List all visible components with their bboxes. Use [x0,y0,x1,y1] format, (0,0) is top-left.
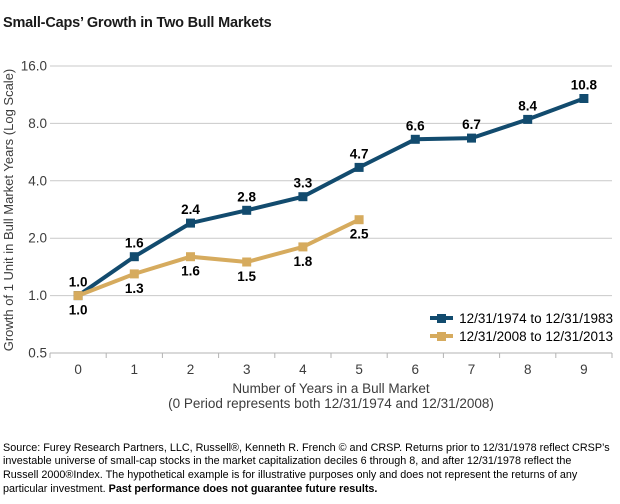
y-axis-title: Growth of 1 Unit in Bull Market Years (L… [1,69,16,352]
chart-title: Small-Caps’ Growth in Two Bull Markets [3,15,272,31]
data-point-label: 1.3 [125,281,144,296]
footnote-line: Source: Furey Research Partners, LLC, Ru… [3,441,610,454]
data-point-label: 2.5 [350,227,369,242]
data-point-label: 6.7 [462,117,481,132]
legend-label-1974-1983: 12/31/1974 to 12/31/1983 [459,310,613,326]
x-tick-label: 4 [299,362,307,377]
data-point-marker [242,205,252,215]
data-point-marker [298,242,308,252]
footnote-disclaimer-bold: Past performance does not guarantee futu… [108,482,378,495]
y-tick-label: 4.0 [28,173,47,188]
x-tick-label: 1 [131,362,139,377]
data-point-label: 10.8 [571,78,598,93]
navy-line-marker-icon [430,313,454,323]
y-tick-label: 1.0 [28,288,47,303]
legend-item-1974-1983: 12/31/1974 to 12/31/1983 [430,309,613,327]
line-chart: 16.0 8.0 4.0 2.0 1.0 0.5 0 1 2 3 4 5 6 7 8 9 1.0 1.6 2.4 2.… [1,59,613,377]
footnote-line: Russell 2000®Index. The hypothetical exa… [3,468,578,481]
data-point-label: 6.6 [406,118,425,133]
data-point-marker [354,215,364,225]
legend-item-2008-2013: 12/31/2008 to 12/31/2013 [430,327,613,345]
x-axis-title-line2: (0 Period represents both 12/31/1974 and… [168,396,494,411]
legend-label-2008-2013: 12/31/2008 to 12/31/2013 [459,328,613,344]
x-tick-label: 8 [524,362,532,377]
footnote-line4-regular: particular investment. [3,482,109,495]
x-tick-label: 6 [412,362,420,377]
data-point-marker [298,192,308,202]
data-point-label: 8.4 [518,98,537,113]
footnote-line: particular investment. Past performance … [3,483,618,497]
data-point-label: 1.5 [237,269,256,284]
source-footnote: Source: Furey Research Partners, LLC, Ru… [3,442,618,496]
data-point-label: 1.8 [294,254,313,269]
data-point-marker [73,291,83,301]
series-line [77,217,360,298]
y-tick-label: 16.0 [21,59,47,74]
data-point-label: 1.6 [181,264,200,279]
x-tick-label: 5 [355,362,363,377]
data-point-marker [467,133,476,143]
data-point-marker [186,252,195,262]
data-point-label: 1.0 [69,275,88,290]
x-tick-label: 2 [187,362,195,377]
data-point-label: 1.0 [69,303,88,318]
x-tick-label: 3 [243,362,251,377]
series-line [76,96,585,298]
x-axis-title-line1: Number of Years in a Bull Market [232,381,430,396]
data-point-marker [354,162,364,172]
data-point-label: 2.8 [237,189,256,204]
tan-line-marker-icon [430,331,454,341]
x-tick-label: 0 [74,362,82,377]
data-point-marker [242,257,252,267]
data-point-label: 2.4 [181,202,200,217]
y-tick-label: 0.5 [28,346,47,361]
legend: 12/31/1974 to 12/31/1983 12/31/2008 to 1… [430,309,613,345]
data-point-label: 1.6 [125,236,144,251]
data-point-marker [186,218,195,228]
x-tick-label: 7 [468,362,476,377]
x-axis-title: Number of Years in a Bull Market (0 Peri… [50,381,612,411]
y-tick-label: 2.0 [28,231,47,246]
data-point-marker [579,94,589,103]
data-point-marker [410,134,420,144]
x-tick-label: 9 [580,362,588,377]
data-point-marker [523,114,533,124]
data-point-label: 3.3 [294,176,313,191]
data-point-marker [129,252,139,262]
data-point-label: 4.7 [350,146,369,161]
data-point-marker [129,269,139,279]
footnote-line: investable universe of small-cap stocks … [3,455,572,468]
y-tick-label: 8.0 [28,116,47,131]
